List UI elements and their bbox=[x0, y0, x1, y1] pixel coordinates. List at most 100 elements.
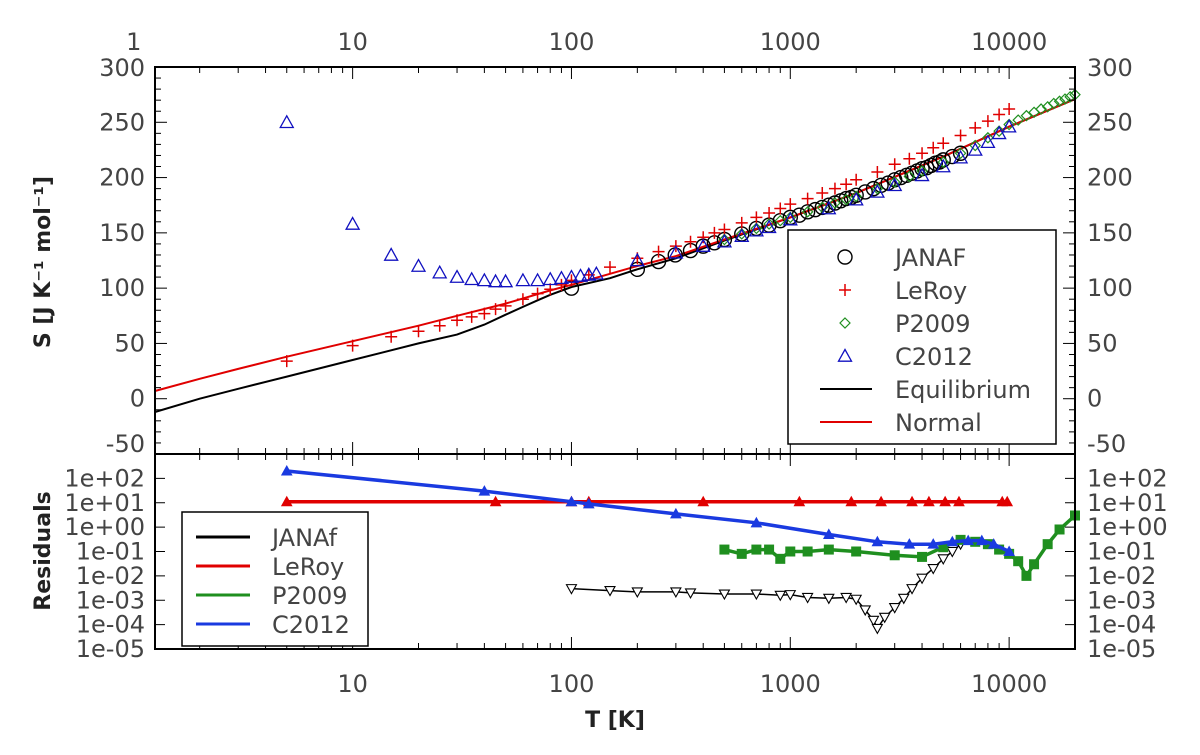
p2009-point bbox=[916, 165, 928, 177]
c2012-point bbox=[716, 233, 733, 248]
leroy-point bbox=[916, 147, 929, 160]
p2009-residual-point bbox=[1054, 524, 1065, 535]
bottom-y-tick-label: 1e+00 bbox=[64, 513, 145, 541]
legend-label-equilibrium: Equilibrium bbox=[895, 376, 1031, 404]
p2009-point bbox=[735, 228, 748, 240]
top-y-tick-label: 150 bbox=[99, 219, 145, 247]
janaf-residual-point bbox=[684, 588, 697, 600]
bottom-y-tick-label: 1e-05 bbox=[76, 635, 145, 663]
p2009-point bbox=[1035, 103, 1047, 115]
c2012-residual-point bbox=[962, 534, 975, 546]
p2009-residual-point bbox=[751, 544, 762, 555]
janaf-residual-point bbox=[669, 587, 682, 599]
c2012-point bbox=[935, 158, 951, 173]
leroy-point bbox=[603, 261, 616, 274]
janaf-residual-point bbox=[718, 589, 731, 601]
p2009-point bbox=[1020, 109, 1033, 122]
c2012-point bbox=[748, 222, 764, 237]
janaf-residual-point bbox=[927, 563, 940, 575]
leroy-point bbox=[774, 202, 787, 215]
p2009-point bbox=[1047, 97, 1060, 110]
c2012-residual-point bbox=[975, 534, 988, 546]
janaf-residual-point bbox=[867, 615, 880, 627]
top-y-tick-label: 300 bbox=[1087, 54, 1133, 82]
leroy-point bbox=[784, 198, 797, 211]
top-x-tick-label: 10000 bbox=[971, 28, 1047, 56]
c2012-point bbox=[432, 264, 448, 279]
leroy-point bbox=[801, 192, 814, 205]
leroy-residual-point bbox=[697, 495, 710, 507]
p2009-residual-point bbox=[823, 544, 834, 555]
p2009-point bbox=[993, 125, 1005, 137]
janaf-residual-point bbox=[871, 623, 884, 635]
c2012-point bbox=[588, 265, 604, 280]
c2012-point bbox=[383, 247, 399, 261]
leroy-point bbox=[981, 115, 994, 128]
c2012-point bbox=[967, 142, 983, 156]
bottom-y-tick-label: 1e-02 bbox=[1087, 562, 1156, 590]
top-y-tick-label: -50 bbox=[106, 430, 145, 458]
p2009-point bbox=[829, 197, 841, 209]
leroy-point bbox=[708, 226, 721, 239]
p2009-point bbox=[1012, 114, 1025, 126]
p2009-point bbox=[774, 214, 787, 227]
leroy-point bbox=[465, 310, 478, 323]
leroy-point bbox=[652, 245, 665, 258]
c2012-point bbox=[991, 125, 1007, 140]
leroy-point bbox=[735, 216, 748, 229]
janaf-residual-point bbox=[784, 590, 797, 601]
c2012-point bbox=[1001, 118, 1017, 133]
leroy-point bbox=[871, 166, 884, 179]
p2009-point bbox=[763, 218, 775, 230]
p2009-point bbox=[954, 147, 967, 160]
leroy-point bbox=[840, 178, 853, 191]
leroy-point bbox=[433, 319, 446, 332]
c2012-point bbox=[487, 273, 504, 288]
top-x-tick-label: 1000 bbox=[760, 28, 821, 56]
c2012-residual-point bbox=[903, 538, 916, 549]
p2009-point bbox=[1053, 95, 1066, 108]
janaf-residual-point bbox=[946, 546, 959, 558]
top-legend: JANAF LeRoy P2009 C2012 Equilibrium Normal bbox=[787, 229, 1057, 445]
c2012-point bbox=[279, 114, 295, 129]
legend-label-leroy: LeRoy bbox=[272, 553, 344, 581]
leroy-residual-point bbox=[906, 495, 918, 507]
bottom-x-tick-label: 1000 bbox=[760, 670, 821, 698]
c2012-point bbox=[515, 272, 531, 287]
top-y-tick-label: 200 bbox=[1087, 164, 1133, 192]
leroy-point bbox=[850, 173, 863, 186]
leroy-point bbox=[544, 283, 557, 296]
leroy-residual-point bbox=[489, 495, 502, 507]
janaf-residual-point bbox=[604, 586, 616, 597]
top-y-tick-label: -50 bbox=[1087, 430, 1126, 458]
c2012-residual-point bbox=[1003, 545, 1015, 556]
c2012-residual-point bbox=[822, 528, 835, 539]
legend-swatch-leroy bbox=[839, 284, 851, 296]
p2009-point bbox=[801, 206, 814, 218]
bottom-y-tick-label: 1e+02 bbox=[64, 464, 145, 492]
janaf-residual-point bbox=[774, 590, 787, 602]
leroy-point bbox=[565, 274, 578, 287]
p2009-point bbox=[982, 131, 994, 144]
top-y-tick-label: 50 bbox=[114, 329, 145, 357]
leroy-residual-point bbox=[1001, 495, 1014, 507]
c2012-residual-point bbox=[582, 497, 595, 509]
p2009-point bbox=[1059, 93, 1071, 105]
p2009-residual-point bbox=[1021, 570, 1032, 581]
bottom-y-tick-label: 1e-02 bbox=[76, 562, 145, 590]
leroy-point bbox=[954, 129, 967, 142]
leroy-point bbox=[684, 235, 697, 248]
p2009-residual-point bbox=[719, 544, 730, 555]
top-y-tick-label: 100 bbox=[1087, 274, 1133, 302]
janaf-residual-point bbox=[937, 554, 950, 565]
c2012-point bbox=[476, 272, 492, 287]
janaf-point bbox=[857, 184, 873, 200]
janaf-residual-point bbox=[897, 593, 910, 605]
leroy-point bbox=[993, 108, 1006, 121]
janaf-residual-point bbox=[840, 592, 853, 604]
bottom-x-tick-label: 10000 bbox=[971, 670, 1047, 698]
